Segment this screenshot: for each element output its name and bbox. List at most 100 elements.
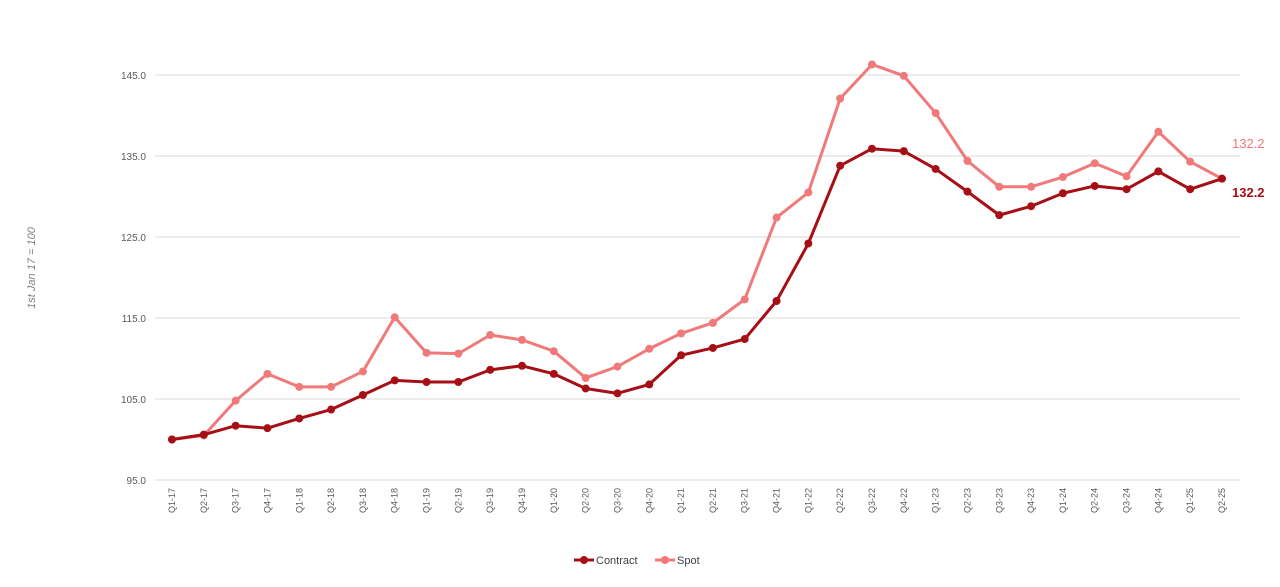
- x-tick-label: Q4-20: [644, 488, 654, 513]
- x-tick-label: Q2-25: [1217, 488, 1227, 513]
- data-point-contract: [1186, 185, 1195, 194]
- x-axis-ticks: Q1-17 Q2-17 Q3-17 Q4-17 Q1-18 Q2-18 Q3-18 Q4-18…: [167, 488, 1227, 513]
- y-tick-label: 95.0: [127, 476, 147, 487]
- data-point-spot: [295, 382, 304, 391]
- x-tick-label: Q1-18: [294, 488, 304, 513]
- x-tick-label: Q2-18: [326, 488, 336, 513]
- data-point-contract: [549, 369, 558, 378]
- series-line-contract: [170, 147, 1224, 441]
- data-point-contract: [199, 430, 208, 439]
- data-point-spot: [358, 367, 367, 376]
- data-point-spot: [740, 295, 749, 304]
- data-point-contract: [486, 365, 495, 374]
- x-tick-label: Q1-23: [931, 488, 941, 513]
- data-point-contract: [168, 435, 176, 444]
- end-label-spot: 132.2: [1232, 136, 1265, 151]
- data-point-spot: [1122, 172, 1131, 181]
- data-point-spot: [454, 349, 463, 358]
- x-tick-label: Q1-25: [1185, 488, 1195, 513]
- legend-swatch-marker: [580, 556, 588, 564]
- data-point-contract: [454, 377, 463, 386]
- series-layer: [168, 60, 1226, 444]
- series-contract: [168, 144, 1226, 444]
- data-point-contract: [581, 384, 590, 393]
- data-point-spot: [899, 71, 908, 80]
- x-tick-label: Q1-24: [1058, 488, 1068, 513]
- data-point-contract: [677, 351, 686, 360]
- x-tick-label: Q2-21: [708, 488, 718, 513]
- data-point-contract: [1122, 185, 1131, 194]
- data-point-spot: [708, 318, 717, 327]
- data-point-contract: [772, 296, 781, 305]
- legend-item-spot: Spot: [655, 555, 700, 567]
- data-point-contract: [995, 211, 1004, 220]
- data-point-spot: [1058, 173, 1067, 182]
- x-tick-label: Q4-23: [1026, 488, 1036, 513]
- y-axis-ticks: 95.0 105.0 115.0 125.0 135.0 145.0: [121, 71, 146, 487]
- data-point-contract: [1090, 181, 1099, 190]
- y-tick-label: 115.0: [122, 314, 147, 325]
- data-point-spot: [581, 373, 590, 382]
- x-tick-label: Q4-19: [517, 488, 527, 513]
- data-point-spot: [1186, 157, 1195, 166]
- x-tick-label: Q4-22: [899, 488, 909, 513]
- end-labels: 132.2 132.2: [1232, 136, 1265, 200]
- data-point-contract: [645, 380, 654, 389]
- data-point-contract: [263, 424, 272, 433]
- data-point-spot: [868, 60, 876, 69]
- data-point-contract: [740, 335, 749, 344]
- data-point-spot: [263, 369, 272, 378]
- x-tick-label: Q1-20: [549, 488, 559, 513]
- data-point-spot: [995, 182, 1004, 191]
- data-point-contract: [868, 144, 876, 153]
- end-label-contract: 132.2: [1232, 185, 1265, 200]
- data-point-spot: [1027, 182, 1036, 191]
- data-point-spot: [327, 382, 336, 391]
- data-point-spot: [390, 313, 399, 322]
- y-tick-label: 105.0: [121, 395, 146, 406]
- x-tick-label: Q3-24: [1122, 488, 1132, 513]
- data-point-contract: [931, 164, 940, 173]
- data-point-contract: [804, 239, 813, 248]
- data-point-spot: [549, 347, 558, 356]
- data-point-contract: [1154, 167, 1163, 176]
- legend: Contract Spot: [574, 555, 700, 567]
- x-tick-label: Q4-17: [262, 488, 272, 513]
- data-point-spot: [1090, 159, 1099, 168]
- data-point-spot: [518, 335, 526, 344]
- data-point-contract: [295, 414, 304, 423]
- x-tick-label: Q1-17: [167, 488, 177, 513]
- series-line-spot: [170, 62, 1224, 441]
- data-point-contract: [327, 405, 336, 414]
- x-tick-label: Q3-17: [231, 488, 241, 513]
- data-point-contract: [836, 161, 845, 170]
- x-tick-label: Q3-19: [485, 488, 495, 513]
- y-tick-label: 135.0: [121, 152, 146, 163]
- gridlines: [155, 74, 1240, 481]
- data-point-contract: [963, 187, 972, 196]
- data-point-spot: [486, 331, 495, 340]
- data-point-spot: [422, 348, 431, 357]
- data-point-contract: [390, 376, 399, 385]
- data-point-contract: [613, 389, 622, 398]
- x-tick-label: Q2-20: [581, 488, 591, 513]
- data-point-contract: [708, 343, 717, 352]
- x-tick-label: Q2-17: [199, 488, 209, 513]
- data-point-spot: [836, 94, 845, 103]
- x-tick-label: Q4-21: [772, 488, 782, 513]
- data-point-contract: [358, 390, 367, 399]
- data-point-spot: [677, 329, 686, 338]
- data-point-contract: [231, 421, 240, 430]
- data-point-spot: [613, 362, 622, 371]
- x-tick-label: Q2-19: [453, 488, 463, 513]
- x-tick-label: Q3-23: [994, 488, 1004, 513]
- x-tick-label: Q4-24: [1153, 488, 1163, 513]
- legend-swatch-marker: [661, 556, 669, 564]
- y-axis-label: 1st Jan 17 = 100: [26, 226, 38, 309]
- x-tick-label: Q3-21: [740, 488, 750, 513]
- x-tick-label: Q2-22: [835, 488, 845, 513]
- data-point-contract: [1027, 202, 1036, 211]
- series-spot: [168, 60, 1226, 444]
- x-tick-label: Q1-22: [803, 488, 813, 513]
